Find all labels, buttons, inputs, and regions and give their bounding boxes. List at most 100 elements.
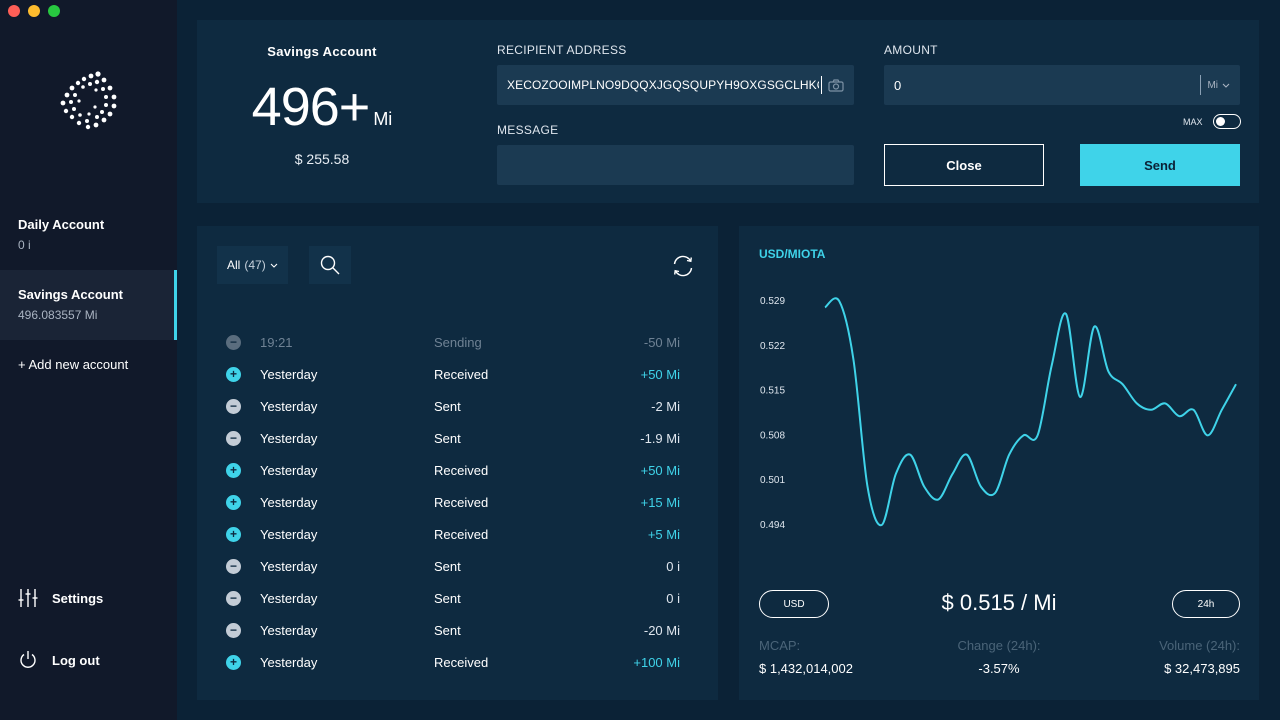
transaction-row[interactable]: + Yesterday Received +50 Mi (226, 364, 680, 384)
minus-circle-icon: − (226, 590, 241, 606)
message-label: MESSAGE (497, 123, 559, 137)
settings-label: Settings (52, 590, 104, 606)
send-button[interactable]: Send (1080, 144, 1240, 186)
y-tick-label: 0.515 (760, 386, 785, 397)
power-icon (20, 651, 36, 668)
filter-label: All (227, 258, 241, 272)
camera-icon[interactable] (828, 78, 844, 92)
sidebar-account-daily[interactable]: Daily Account 0 i (0, 217, 177, 252)
transaction-time: Yesterday (260, 622, 318, 638)
transaction-status: Received (434, 494, 489, 510)
close-window-button[interactable] (8, 5, 20, 17)
transaction-row[interactable]: + Yesterday Received +50 Mi (226, 460, 680, 480)
balance-unit: Mi (373, 109, 393, 129)
transaction-status: Received (434, 366, 489, 382)
transaction-amount: +15 Mi (640, 494, 680, 510)
send-panel: Savings Account 496+ Mi $ 255.58 RECIPIEN… (197, 20, 1259, 203)
plus-circle-icon: + (226, 526, 241, 542)
account-balance: 496.083557 Mi (18, 308, 98, 322)
sidebar-account-savings[interactable]: Savings Account 496.083557 Mi (0, 270, 177, 340)
recipient-address-value: XECOZOOIMPLNO9DQQXJGQSQUPYH9OXGSGCLHKQ (507, 78, 819, 92)
chart-title: USD/MIOTA (759, 247, 826, 261)
refresh-button[interactable] (669, 252, 697, 280)
transaction-row[interactable]: + Yesterday Received +5 Mi (226, 524, 680, 544)
currency-toggle-button[interactable]: USD (759, 590, 829, 618)
history-filter-dropdown[interactable]: All (47) (217, 246, 288, 284)
refresh-icon (673, 255, 693, 277)
account-name: Savings Account (18, 287, 123, 302)
maximize-window-button[interactable] (48, 5, 60, 17)
transaction-amount: -50 Mi (643, 334, 680, 350)
transaction-amount: -20 Mi (643, 622, 680, 638)
mcap-value: $ 1,432,014,002 (759, 661, 853, 676)
transaction-time: Yesterday (260, 590, 318, 606)
balance-value: 496+ (251, 77, 371, 137)
transaction-row[interactable]: − 19:21 Sending -50 Mi (226, 332, 680, 352)
transaction-amount: +50 Mi (640, 462, 680, 478)
volume-value: $ 32,473,895 (1164, 661, 1240, 676)
transaction-status: Received (434, 654, 489, 670)
filter-count: (47) (244, 258, 266, 272)
recipient-label: RECIPIENT ADDRESS (497, 43, 627, 57)
search-icon (320, 255, 340, 275)
history-search-button[interactable] (309, 246, 351, 284)
transaction-time: Yesterday (260, 398, 318, 414)
transaction-time: Yesterday (260, 366, 318, 382)
minus-circle-icon: − (226, 430, 241, 446)
unit-dropdown-value: Mi (1207, 79, 1218, 91)
iota-logo-icon (60, 71, 117, 130)
y-tick-label: 0.522 (760, 341, 785, 352)
transaction-time: Yesterday (260, 494, 318, 510)
transaction-status: Sent (434, 622, 461, 638)
recipient-address-input[interactable]: XECOZOOIMPLNO9DQQXJGQSQUPYH9OXGSGCLHKQ (497, 65, 854, 105)
transaction-amount: 0 i (666, 558, 680, 574)
timeframe-toggle-button[interactable]: 24h (1172, 590, 1240, 618)
plus-circle-icon: + (226, 494, 241, 510)
transaction-row[interactable]: − Yesterday Sent 0 i (226, 556, 680, 576)
volume-stat: Volume (24h): $ 32,473,895 (1159, 638, 1240, 676)
settings-button[interactable]: Settings (18, 588, 103, 608)
chevron-down-icon (1222, 83, 1230, 88)
plus-circle-icon: + (226, 654, 241, 670)
price-line (824, 297, 1237, 527)
message-input[interactable] (497, 145, 854, 185)
mcap-label: MCAP: (759, 638, 801, 653)
minimize-window-button[interactable] (28, 5, 40, 17)
y-tick-label: 0.529 (760, 296, 785, 307)
transaction-amount: +50 Mi (640, 366, 680, 382)
active-indicator (174, 270, 177, 340)
transaction-row[interactable]: − Yesterday Sent -1.9 Mi (226, 428, 680, 448)
transaction-time: 19:21 (260, 334, 293, 350)
transaction-amount: 0 i (666, 590, 680, 606)
price-chart: 0.529 0.522 0.515 0.508 0.501 0.494 (760, 296, 1237, 531)
amount-input[interactable]: 0 Mi (884, 65, 1240, 105)
transaction-row[interactable]: − Yesterday Sent -20 Mi (226, 620, 680, 640)
max-label: MAX (1183, 116, 1203, 127)
text-caret (821, 76, 822, 94)
transaction-row[interactable]: − Yesterday Sent 0 i (226, 588, 680, 608)
logout-label: Log out (52, 652, 100, 668)
unit-dropdown[interactable]: Mi (1200, 75, 1230, 95)
minus-circle-icon: − (226, 558, 241, 574)
window-controls (8, 5, 60, 17)
transaction-status: Sent (434, 558, 461, 574)
add-account-button[interactable]: + Add new account (18, 357, 129, 372)
minus-circle-icon: − (226, 334, 241, 350)
plus-circle-icon: + (226, 462, 241, 478)
history-panel: All (47) − 19:21 Sending -50 Mi + Yesterday Re… (197, 226, 718, 700)
chevron-down-icon (270, 263, 278, 268)
max-toggle[interactable] (1212, 114, 1241, 129)
current-price: $ 0.515 / Mi (941, 590, 1057, 615)
logout-button[interactable]: Log out (18, 650, 100, 670)
transaction-time: Yesterday (260, 430, 318, 446)
transaction-row[interactable]: + Yesterday Received +15 Mi (226, 492, 680, 512)
transaction-time: Yesterday (260, 462, 318, 478)
transaction-row[interactable]: + Yesterday Received +100 Mi (226, 652, 680, 672)
market-panel: USD/MIOTA 0.529 0.522 0.515 0.508 0.501 0.494… (739, 226, 1259, 700)
close-button[interactable]: Close (884, 144, 1044, 186)
transaction-row[interactable]: − Yesterday Sent -2 Mi (226, 396, 680, 416)
sidebar: Daily Account 0 i Savings Account 496.08… (0, 0, 177, 720)
sliders-icon (18, 589, 38, 607)
transaction-amount: +100 Mi (633, 654, 680, 670)
transaction-status: Received (434, 526, 489, 542)
